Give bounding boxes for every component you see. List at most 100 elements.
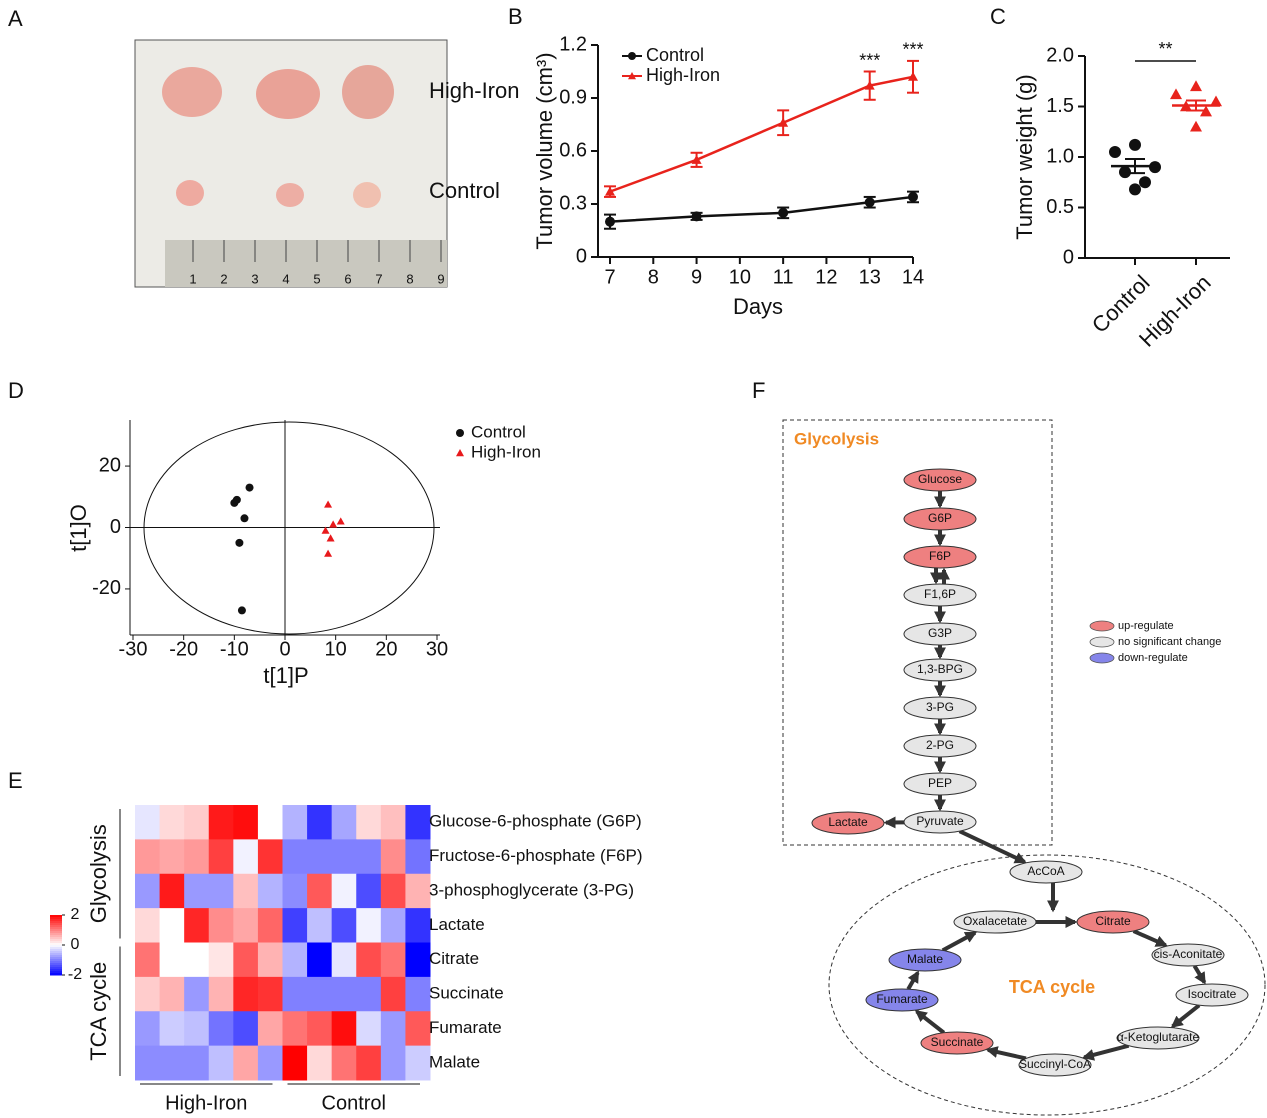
heatmap-cell [208, 805, 234, 840]
heatmap-cell [159, 1045, 185, 1081]
heatmap-cell [282, 942, 308, 978]
metabolite-label: Lactate [828, 815, 868, 829]
y-tick-label: 0 [110, 516, 121, 538]
marker [232, 495, 241, 504]
legend-label: High-Iron [646, 65, 720, 85]
heatmap-cell [307, 1011, 333, 1047]
ruler-label: 7 [375, 271, 382, 286]
metabolite-node [903, 583, 977, 607]
metabolite-label: F1,6P [924, 587, 956, 601]
metabolite-label: Succinyl-CoA [1019, 1057, 1091, 1071]
heatmap-cell [135, 873, 161, 909]
metabolite-label: Pyruvate [916, 814, 964, 828]
colorbar-step [50, 957, 62, 960]
legend-label: Control [646, 45, 704, 65]
marker [778, 207, 789, 218]
ruler-label: 2 [220, 271, 227, 286]
metabolite-node [1175, 983, 1249, 1007]
legend-marker [456, 429, 464, 437]
heatmap-cell [135, 839, 161, 875]
metabolite-label: F6P [929, 549, 951, 563]
x-tick-label: -30 [119, 638, 148, 660]
heatmap-cell [405, 942, 431, 978]
heatmap-cell [184, 942, 210, 978]
legend-label: High-Iron [471, 442, 541, 461]
marker [321, 526, 330, 534]
heatmap-cell [208, 976, 234, 1012]
marker [864, 197, 875, 208]
colorbar-step [50, 927, 62, 930]
y-tick-label: 2.0 [1046, 44, 1074, 66]
metabolite-node [811, 811, 885, 835]
column-group-label: High-Iron [165, 1092, 247, 1114]
heatmap-cell [380, 908, 406, 943]
y-tick-label: 1.0 [1046, 145, 1074, 167]
heatmap-cell [257, 1011, 283, 1047]
marker [324, 500, 333, 508]
pathway-arrow [1081, 1043, 1130, 1061]
heatmap-cell [380, 805, 406, 840]
metabolite-node [920, 1031, 994, 1055]
metabolite-label: cis-Aconitate [1154, 947, 1223, 961]
legend-swatch [1089, 620, 1115, 632]
legend-label: up-regulate [1118, 620, 1174, 632]
significance-label: *** [859, 50, 880, 70]
heatmap-cell [356, 1011, 382, 1047]
heatmap-cell [233, 1045, 259, 1081]
row-label: Fructose-6-phosphate (F6P) [429, 846, 643, 865]
marker [605, 216, 615, 227]
tumor-photo [134, 39, 448, 288]
legend-marker [456, 449, 464, 457]
heatmap-cell [159, 873, 185, 909]
heatmap-cell [233, 942, 259, 978]
heatmap-cell [380, 976, 406, 1012]
heatmap-cell [257, 1045, 283, 1081]
colorbar-step [50, 939, 62, 942]
heatmap-cell [331, 976, 357, 1012]
metabolite-label: 1,3-BPG [917, 662, 963, 676]
heatmap-cell [208, 1045, 234, 1081]
heatmap-cell [184, 873, 210, 909]
heatmap-cell [257, 908, 283, 943]
heatmap-cell [282, 805, 308, 840]
ruler-label: 6 [344, 271, 351, 286]
heatmap-cell [135, 942, 161, 978]
metabolite-node [865, 988, 939, 1012]
ruler-label: 4 [282, 271, 289, 286]
metabolite-label: Glucose [918, 472, 962, 486]
heatmap-cell [233, 1011, 259, 1047]
heatmap-cell [380, 873, 406, 909]
row-label: 3-phosphoglycerate (3-PG) [429, 880, 634, 899]
marker [864, 80, 875, 90]
heatmap-cell [208, 908, 234, 943]
heatmap-cell [257, 976, 283, 1012]
significance-label: ** [1158, 39, 1172, 59]
row-label: High-Iron [429, 78, 519, 103]
colorbar-step [50, 915, 62, 918]
significance-label: *** [902, 40, 923, 60]
pathway-arrow [985, 1046, 1027, 1061]
heatmap-cell [282, 873, 308, 909]
x-tick-label: 12 [815, 266, 837, 288]
heatmap-cell [257, 839, 283, 875]
colorbar-step [50, 945, 62, 948]
heatmap-cell [233, 908, 259, 943]
row-label: Malate [429, 1052, 480, 1071]
colorbar-step [50, 949, 62, 952]
x-tick-label: 10 [729, 266, 751, 288]
heatmap-cell [233, 976, 259, 1012]
heatmap-cell [331, 1011, 357, 1047]
colorbar-step [50, 917, 62, 920]
row-label: Glucose-6-phosphate (G6P) [429, 812, 642, 831]
colorbar-step [50, 929, 62, 932]
panel-label: D [8, 378, 24, 403]
pathway-title: TCA cycle [1009, 977, 1095, 997]
heatmap-cell [307, 976, 333, 1012]
metabolite-node [903, 658, 977, 682]
marker [908, 191, 918, 202]
marker [1190, 80, 1202, 92]
metabolite-node [1116, 1026, 1200, 1050]
heatmap-cell [307, 942, 333, 978]
y-tick-label: 0.6 [559, 139, 587, 161]
